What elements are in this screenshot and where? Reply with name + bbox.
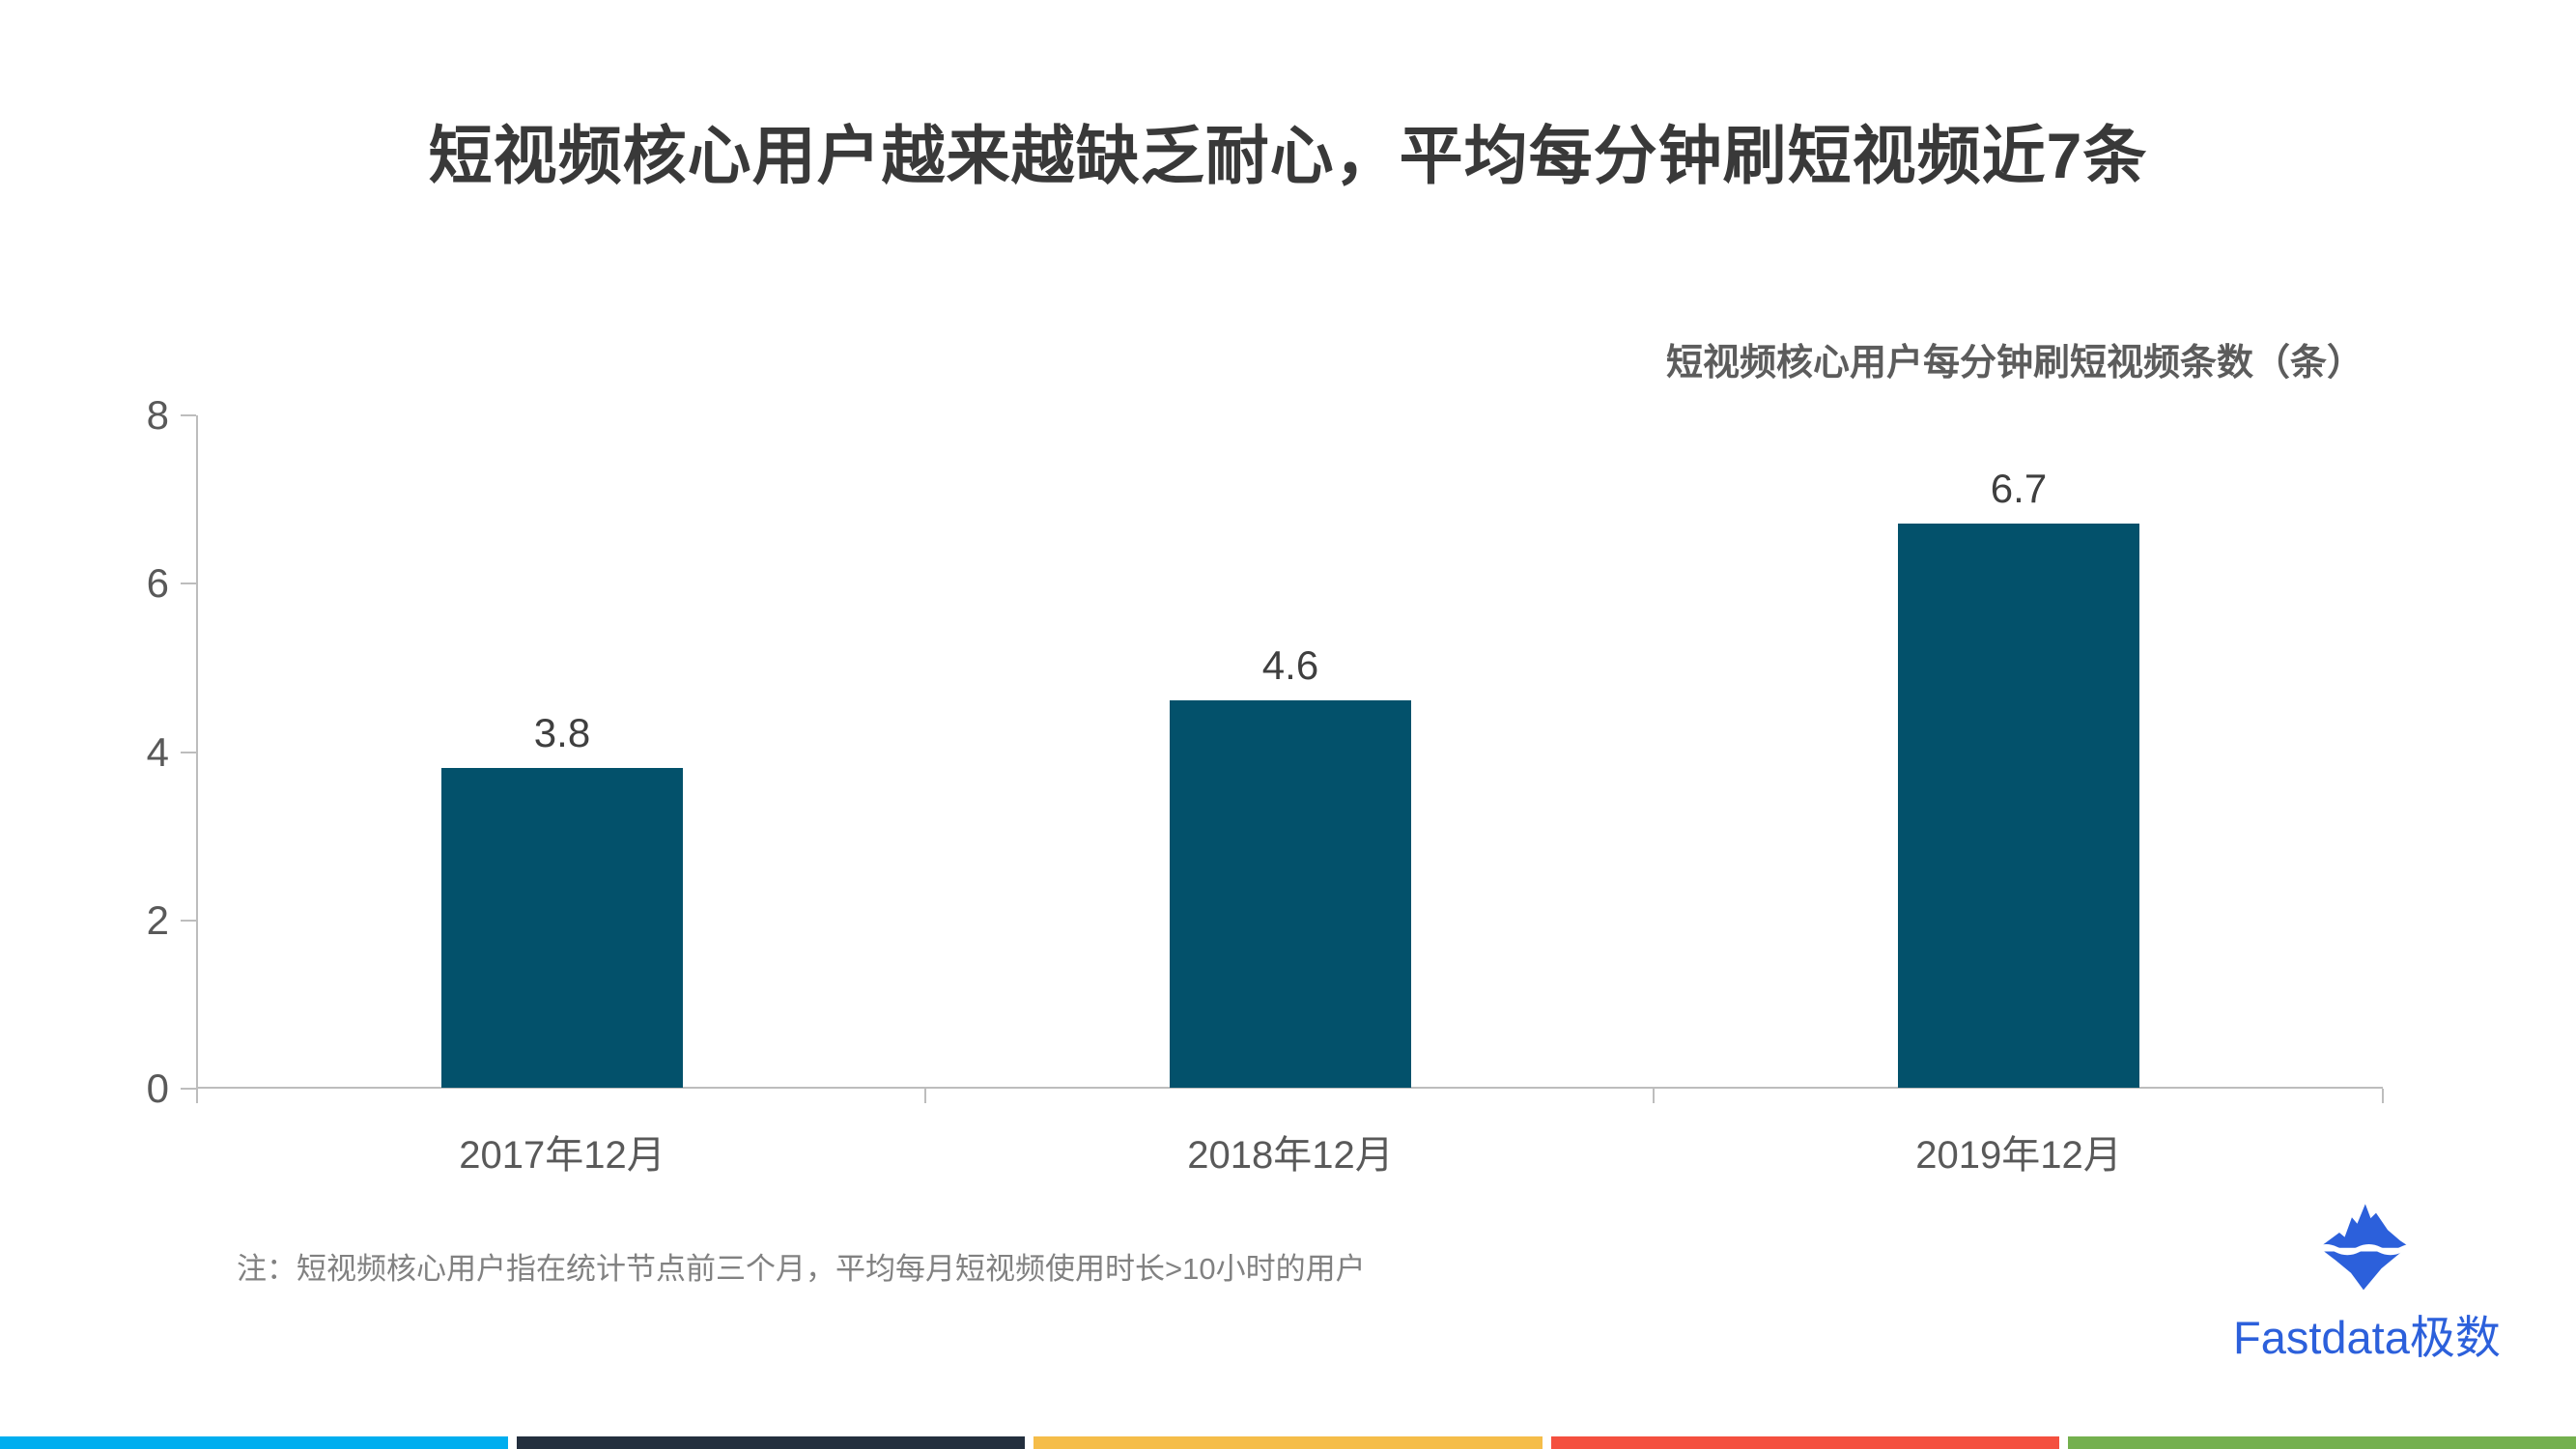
y-axis-tick-label: 6 [146,560,169,607]
x-axis-line [196,1087,2383,1089]
bar-value-label: 6.7 [1990,466,2048,511]
footer-stripe [0,1436,2576,1449]
footer-stripe-segment [1550,1436,2059,1449]
y-axis-tick-label: 0 [146,1065,169,1111]
x-axis-category-label: 2017年12月 [459,1134,665,1177]
y-axis-line [196,415,198,1089]
footnote: 注：短视频核心用户指在统计节点前三个月，平均每月短视频使用时长>10小时的用户 [237,1252,1366,1286]
footer-stripe-segment [0,1436,509,1449]
iceberg-icon [2313,1204,2418,1291]
x-axis-tick [924,1089,926,1103]
brand-logo: Fastdata极数 [2233,1196,2501,1367]
y-axis-tick [181,414,196,416]
x-axis-tick [1653,1089,1655,1103]
bar-value-label: 3.8 [533,710,591,755]
y-axis-tick-label: 8 [146,392,169,438]
x-axis-tick [2382,1089,2384,1103]
chart-legend-title: 短视频核心用户每分钟刷短视频条数（条） [1665,343,2364,384]
y-axis-tick [181,582,196,585]
x-axis-category-label: 2019年12月 [1915,1134,2122,1177]
bar-2017年12月 [441,768,683,1088]
y-axis-tick-label: 2 [146,896,169,943]
page-title: 短视频核心用户越来越缺乏耐心，平均每分钟刷短视频近7条 [428,120,2148,191]
bar-value-label: 4.6 [1261,642,1319,688]
footer-stripe-segment [517,1436,1026,1449]
footer-stripe-segment [2067,1436,2576,1449]
x-axis-tick [196,1089,198,1103]
footer-stripe-segment [1033,1436,1543,1449]
y-axis-tick [181,919,196,922]
y-axis-tick [181,1088,196,1090]
y-axis-tick [181,751,196,753]
bar-2019年12月 [1898,524,2139,1088]
y-axis-tick-label: 4 [146,728,169,775]
bar-chart-plot-area: 0 2 4 6 8 3.8 2017年12月 4.6 2018年12月 6.7 2019年12月 [147,392,2384,1177]
x-axis-category-label: 2018年12月 [1187,1134,1394,1177]
brand-name: Fastdata极数 [2233,1312,2501,1363]
bar-2018年12月 [1170,700,1411,1088]
